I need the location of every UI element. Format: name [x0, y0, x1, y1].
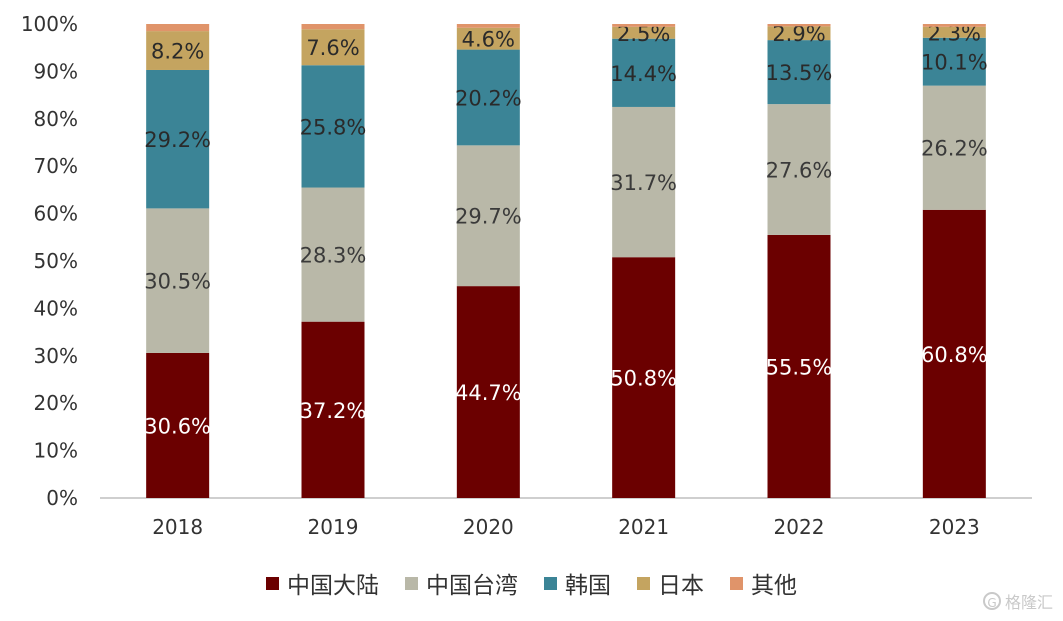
x-tick-label: 2022	[774, 515, 825, 539]
y-tick-label: 50%	[34, 249, 78, 273]
watermark: G 格隆汇	[982, 589, 1053, 613]
bar-segment	[612, 257, 676, 498]
legend-label: 韩国	[565, 573, 611, 599]
bar-segment	[922, 24, 986, 27]
bar-segment	[767, 24, 831, 27]
watermark-logo-icon: G	[982, 592, 1001, 610]
data-label: 30.5%	[144, 270, 211, 294]
legend-label: 日本	[658, 573, 704, 599]
chart-legend: 中国大陆 中国台湾 韩国 日本 其他	[0, 566, 1063, 600]
legend-swatch	[405, 576, 418, 590]
data-label: 4.6%	[462, 28, 515, 52]
legend-item: 中国大陆	[266, 566, 379, 600]
data-label: 29.2%	[144, 128, 211, 152]
stacked-bar-chart: 0% 10% 20% 30% 40% 50% 60% 70% 80% 90% 100% 30.6% 30…	[21, 12, 1032, 539]
bar-segment	[301, 65, 365, 188]
x-tick-label: 2023	[929, 515, 980, 539]
bar-segment	[612, 106, 676, 258]
legend-label: 其他	[751, 573, 797, 599]
bar-segment	[146, 352, 210, 498]
x-tick-label: 2019	[308, 515, 359, 539]
legend-swatch	[266, 576, 279, 590]
data-label: 29.7%	[455, 205, 522, 229]
data-label: 60.8%	[921, 343, 988, 367]
bar-segment	[767, 40, 831, 105]
bar-segment	[301, 24, 365, 30]
legend-label: 中国大陆	[287, 573, 379, 599]
y-tick-label: 0%	[46, 486, 78, 510]
data-label: 10.1%	[921, 51, 988, 75]
bar-segment	[301, 29, 365, 66]
bar-segment	[612, 24, 676, 27]
bar-segment	[456, 24, 520, 28]
y-tick-label: 60%	[34, 202, 78, 226]
data-label: 14.4%	[610, 62, 677, 86]
y-tick-label: 20%	[34, 391, 78, 415]
data-label: 28.3%	[300, 244, 367, 268]
bar-segment	[146, 208, 210, 353]
legend-item: 日本	[637, 566, 704, 600]
bar-segment	[146, 69, 210, 209]
legend-item: 韩国	[544, 566, 611, 600]
data-label: 7.6%	[306, 36, 359, 60]
legend-item: 其他	[730, 566, 797, 600]
legend-swatch	[637, 576, 650, 590]
bar-segment	[146, 31, 210, 70]
data-label: 8.2%	[151, 40, 204, 64]
bar-segment	[767, 234, 831, 498]
y-tick-label: 40%	[34, 296, 78, 320]
y-tick-label: 30%	[34, 344, 78, 368]
bar-segment	[767, 26, 831, 41]
bar-segment	[922, 37, 986, 86]
bar-segment	[146, 24, 210, 32]
bar-segment	[767, 104, 831, 235]
data-label: 50.8%	[610, 367, 677, 391]
legend-swatch	[544, 576, 557, 590]
data-label: 26.2%	[921, 137, 988, 161]
bar-segment	[922, 209, 986, 499]
data-label: 13.5%	[766, 61, 833, 85]
watermark-text: 格隆汇	[1004, 593, 1053, 612]
data-label: 30.6%	[144, 414, 211, 438]
bar-segment	[922, 85, 986, 210]
data-label: 37.2%	[300, 399, 367, 423]
data-label: 27.6%	[766, 159, 833, 183]
x-tick-label: 2021	[618, 515, 669, 539]
y-tick-label: 80%	[34, 107, 78, 131]
bar-segment	[301, 187, 365, 322]
data-label: 55.5%	[766, 355, 833, 379]
bar-segment	[456, 49, 520, 146]
y-tick-label: 10%	[34, 439, 78, 463]
legend-swatch	[730, 576, 743, 590]
legend-item: 中国台湾	[405, 566, 518, 600]
y-tick-label: 70%	[34, 154, 78, 178]
bar-segment	[612, 26, 676, 39]
data-label: 44.7%	[455, 381, 522, 405]
bar-segment	[456, 145, 520, 287]
bar-segment	[922, 26, 986, 38]
bar-segment	[301, 321, 365, 498]
data-label: 20.2%	[455, 86, 522, 110]
bar-segment	[612, 38, 676, 107]
y-tick-label: 90%	[34, 59, 78, 83]
y-tick-label: 100%	[21, 12, 78, 36]
bar-segment	[456, 286, 520, 498]
x-tick-label: 2020	[463, 515, 514, 539]
data-label: 31.7%	[610, 171, 677, 195]
legend-label: 中国台湾	[426, 573, 518, 599]
x-tick-label: 2018	[152, 515, 203, 539]
bar-segment	[456, 27, 520, 50]
data-label: 25.8%	[300, 115, 367, 139]
